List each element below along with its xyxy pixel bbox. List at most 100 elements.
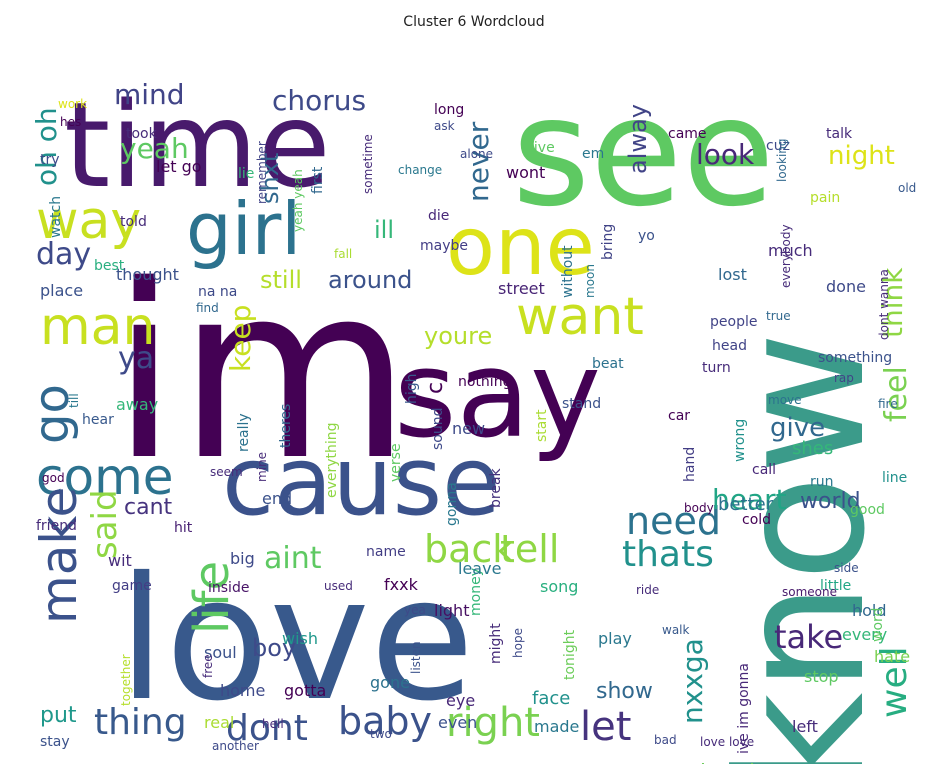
word-friend: friend [36, 518, 77, 534]
word-seem: seem [210, 465, 243, 479]
word-work: work [58, 97, 87, 111]
word-really: really [236, 413, 252, 452]
word-hes: hes [60, 115, 81, 129]
word-best: best [94, 258, 125, 274]
word-thats: thats [622, 534, 714, 575]
word-love-love: love love [700, 735, 754, 749]
word-shxt: shxt [256, 153, 284, 204]
word-something: something [818, 350, 892, 366]
word-gonna: gonna [444, 482, 460, 526]
word-ya: ya [118, 341, 154, 376]
word-turn: turn [702, 360, 731, 376]
word-move: move [768, 393, 802, 407]
word-without: without [560, 245, 576, 298]
word-used: used [324, 579, 353, 593]
word-day: day [36, 237, 91, 272]
word-sometime: sometime [361, 134, 375, 194]
word-stand: stand [562, 396, 601, 412]
word-beat: beat [592, 356, 624, 372]
word-away: away [116, 395, 158, 414]
word-rap: rap [834, 371, 854, 385]
word-break: break [488, 467, 504, 508]
word-lie: lie [238, 166, 254, 182]
word-moon: moon [583, 264, 597, 298]
word-light: light [434, 601, 469, 620]
word-say: say [394, 326, 601, 465]
word-listen: listen [409, 641, 423, 674]
word-night: night [828, 141, 895, 171]
word-car: car [668, 408, 690, 424]
word-wish: wish [282, 629, 318, 648]
word-hand: hand [682, 447, 698, 482]
word-two: two [370, 727, 392, 741]
word-pain: pain [810, 190, 840, 206]
word-high: high [404, 373, 420, 404]
word-dont-wanna: dont wanna [877, 269, 891, 340]
word-fall: fall [334, 247, 352, 261]
word-youre: youre [424, 322, 492, 350]
word-one: one [446, 200, 595, 293]
word-side: side [834, 561, 859, 575]
word-place: place [40, 281, 83, 300]
word-nothing: nothing [458, 374, 511, 390]
word-ask: ask [434, 119, 455, 133]
word-around: around [328, 266, 412, 294]
word-ride: ride [636, 583, 659, 597]
word-new: new [452, 419, 485, 438]
word-home: home [220, 681, 265, 700]
word-free: free [201, 654, 215, 678]
word-wit: wit [108, 551, 132, 570]
word-world: world [800, 489, 861, 514]
word-name: name [366, 544, 406, 560]
word-keep: keep [224, 305, 257, 372]
word-dont: dont [226, 708, 308, 749]
word-song: song [540, 577, 578, 596]
word-body: body [684, 501, 714, 515]
word-talk: talk [826, 126, 853, 142]
word-cant: cant [124, 495, 173, 520]
word-left: left [792, 717, 818, 736]
word-line: line [882, 470, 907, 486]
word-another: another [212, 739, 259, 753]
word-time: time [64, 76, 331, 214]
word-till: till [67, 393, 81, 408]
word-inside: inside [208, 580, 249, 596]
word-bring: bring [600, 224, 616, 260]
word-lost: lost [718, 265, 747, 284]
word-mine: mine [255, 452, 269, 482]
word-see: see [512, 66, 775, 240]
word-go: go [26, 384, 80, 444]
word-sound: sound [430, 408, 446, 451]
word-hit: hit [174, 520, 193, 536]
word-show: show [596, 679, 653, 704]
word-start: start [534, 409, 550, 442]
word-took: took [126, 126, 158, 142]
word-feel: feel [879, 366, 914, 422]
word-thought: thought [116, 265, 179, 284]
word-back: back [424, 527, 514, 571]
word-make: make [30, 487, 88, 624]
word-im: im [111, 233, 411, 513]
word-tonight: tonight [562, 629, 578, 680]
word-everything: everything [324, 422, 340, 498]
word-good: good [850, 502, 885, 518]
word-wrong: wrong [732, 419, 748, 462]
word-shes: shes [792, 438, 833, 459]
word-c: c [423, 382, 448, 394]
word-street: street [498, 279, 545, 298]
word-aint: aint [264, 541, 322, 576]
word-chorus: chorus [272, 84, 366, 117]
word-leave: leave [458, 559, 501, 578]
word-watch: watch [48, 196, 64, 238]
word-way: way [36, 191, 141, 251]
word-gone: gone [370, 673, 410, 692]
word-face: face [532, 688, 570, 709]
word-might: might [488, 623, 504, 664]
word-em: em [582, 146, 604, 162]
word-know: know [701, 332, 904, 764]
word-stay: stay [40, 734, 70, 750]
word-looking: looking [775, 138, 789, 182]
word-oh-oh: oh oh [30, 107, 63, 186]
word-nxxga: nxxga [676, 638, 709, 724]
word-came: came [668, 126, 707, 142]
